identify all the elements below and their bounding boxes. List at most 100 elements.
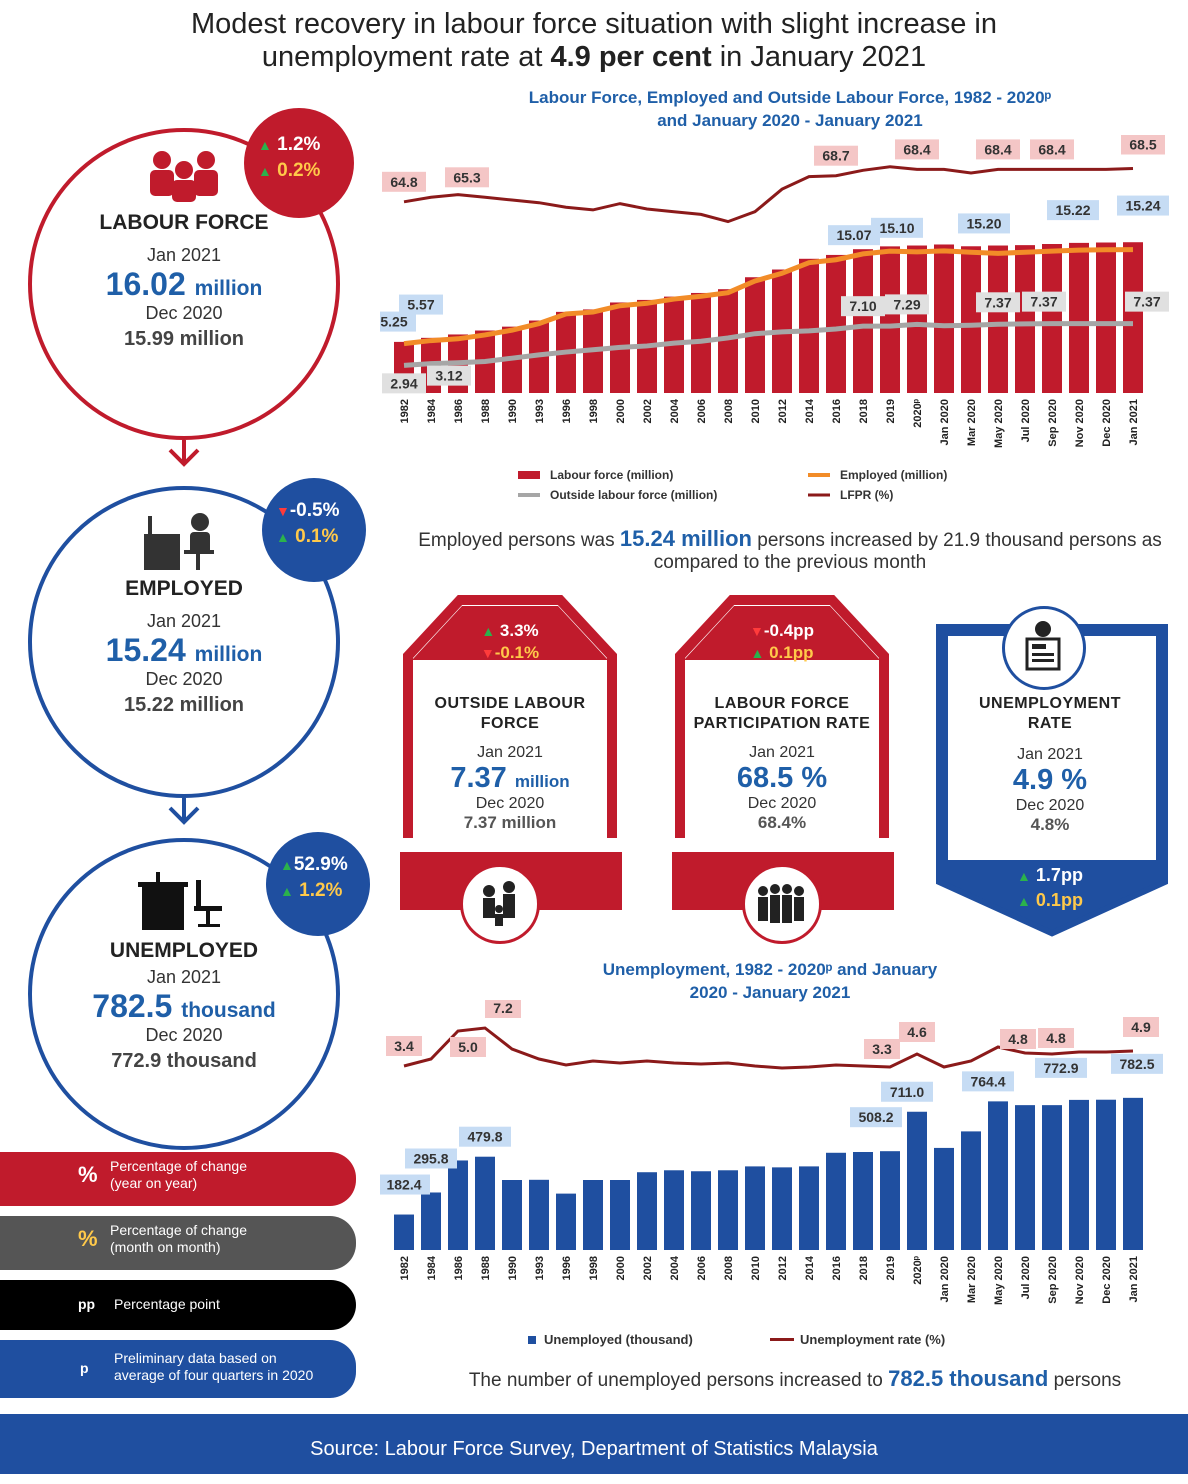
legend-swatch <box>770 1338 794 1341</box>
labour-force-bar <box>1042 244 1062 393</box>
x-tick-label: 2019 <box>885 1256 897 1280</box>
data-label-bg <box>405 1148 457 1169</box>
x-tick-label: Dec 2020 <box>1101 399 1113 447</box>
x-tick-label: 1996 <box>561 399 573 423</box>
data-label-bg <box>399 294 443 315</box>
unemployed-change-badge: ▲52.9% ▲ 1.2% <box>266 832 370 936</box>
x-tick-label: Dec 2020 <box>1101 1256 1113 1304</box>
unemployed-bar <box>1123 1097 1143 1250</box>
data-label-bg <box>814 145 858 166</box>
legend-label: Outside labour force (million) <box>550 488 717 502</box>
card-changes: ▲ 3.3% ▼-0.1% <box>408 620 612 666</box>
data-label: 3.4 <box>394 1038 414 1054</box>
data-label: 7.37 <box>1030 294 1057 310</box>
card-period: Jan 2021 <box>749 744 815 761</box>
chart1-title: Labour Force, Employed and Outside Labou… <box>528 88 1052 130</box>
data-label: 711.0 <box>890 1084 924 1100</box>
legend-symbol: % <box>78 1226 98 1251</box>
card-value: 4.9 % <box>1012 764 1088 796</box>
x-tick-label: 2012 <box>777 1256 789 1280</box>
unemployed-bar <box>907 1111 927 1250</box>
data-label: 295.8 <box>413 1150 448 1166</box>
data-label-bg <box>841 296 885 317</box>
unemployed-bar <box>934 1147 954 1250</box>
data-label-bg <box>1022 291 1066 312</box>
labour-force-bar <box>934 244 954 393</box>
x-tick-label: May 2020 <box>993 399 1005 448</box>
data-label-bg <box>850 1107 902 1128</box>
x-tick-label: Sep 2020 <box>1047 399 1059 447</box>
card-name: OUTSIDE LABOUR FORCE <box>434 695 586 732</box>
employed-change-badge: ▼-0.5% ▲ 0.1% <box>262 478 366 582</box>
data-label-bg <box>1123 1017 1159 1037</box>
data-label: 5.25 <box>380 314 407 330</box>
lfpr-line <box>403 165 1134 224</box>
x-tick-label: Nov 2020 <box>1074 399 1086 447</box>
data-label: 68.4 <box>903 141 930 157</box>
data-label: 68.4 <box>984 141 1011 157</box>
yoy-change: 1.2% <box>277 134 321 155</box>
unemployed-sentence: The number of unemployed persons increas… <box>468 1366 1122 1392</box>
data-label: 782.5 <box>1119 1056 1154 1072</box>
data-label-bg <box>380 311 416 332</box>
legend-yoy: % Percentage of change (year on year) <box>0 1152 356 1206</box>
unemployed-bar <box>718 1170 738 1250</box>
labour-force-chart: 1982 1984 1986 1988 1990 1993 1996 1998 2000 2002… <box>380 135 1169 502</box>
arrow-up-icon: ▲ <box>258 137 272 153</box>
indicator-period: Jan 2021 <box>146 967 222 987</box>
data-label: 182.4 <box>386 1177 421 1193</box>
yoy-change: 3.3% <box>499 621 539 640</box>
legend-text: Percentage point <box>114 1296 220 1312</box>
x-tick-label: 2010 <box>750 399 762 423</box>
arrow-down-icon: ▼ <box>750 623 764 639</box>
unemployed-bar <box>1042 1105 1062 1250</box>
labour-force-bar <box>1015 245 1035 393</box>
mom-change: 0.1pp <box>1035 890 1083 910</box>
arrow-up-icon: ▲ <box>258 163 272 179</box>
indicator-value: 782.5 thousand <box>92 988 276 1024</box>
x-tick-label: 1990 <box>507 399 519 423</box>
x-tick-label: Jan 2020 <box>939 399 951 445</box>
x-tick-label: May 2020 <box>993 1256 1005 1305</box>
family-icon <box>460 864 540 944</box>
x-tick-label: 1988 <box>480 1256 492 1280</box>
unemployed-bar <box>610 1180 630 1250</box>
data-label: 64.8 <box>390 174 417 190</box>
indicator-period: Jan 2021 <box>146 245 222 265</box>
unemployed-bar <box>961 1131 981 1250</box>
unemployed-bar <box>826 1152 846 1250</box>
unemployed-bar <box>556 1193 576 1250</box>
arrow-up-icon: ▲ <box>276 529 290 545</box>
x-tick-label: 2018 <box>858 399 870 423</box>
x-tick-label: 2000 <box>615 1256 627 1280</box>
unemployment-rate-line <box>403 1026 1134 1070</box>
legend-symbol: p <box>80 1360 89 1376</box>
card-changes: ▲ 1.7pp ▲ 0.1pp <box>950 863 1150 913</box>
arrow-up-icon: ▲ <box>750 645 765 661</box>
x-tick-label: 1986 <box>453 399 465 423</box>
data-label: 4.8 <box>1008 1031 1028 1047</box>
data-label: 7.2 <box>493 1000 513 1016</box>
indicator-prev-value: 772.9 thousand <box>111 1050 257 1072</box>
x-tick-label: Nov 2020 <box>1074 1256 1086 1304</box>
crowd-icon <box>742 864 822 944</box>
data-label: 508.2 <box>858 1109 893 1125</box>
card-prev-period: Dec 2020 <box>747 795 817 812</box>
x-tick-label: 1982 <box>399 399 411 423</box>
x-tick-label: Mar 2020 <box>966 1256 978 1303</box>
x-tick-label: 2006 <box>696 1256 708 1280</box>
indicator-name: LABOUR FORCE <box>99 211 269 234</box>
data-label-bg <box>1121 135 1165 155</box>
data-label-bg <box>958 213 1010 234</box>
data-label-bg <box>1000 1029 1036 1049</box>
yoy-change: -0.4pp <box>763 621 814 640</box>
labour-force-bar <box>1069 242 1089 393</box>
outside-labour-force-line <box>403 321 1133 368</box>
data-label: 5.0 <box>458 1039 478 1055</box>
indicator-prev-period: Dec 2020 <box>145 1025 223 1045</box>
data-label-bg <box>380 1174 430 1195</box>
unemployed-bar <box>583 1180 603 1250</box>
data-label-bg <box>1111 1053 1163 1074</box>
data-label: 7.37 <box>984 294 1011 310</box>
unemployment-rate-card: UNEMPLOYMENT RATE Jan 2021 4.9 % Dec 2020… <box>950 694 1150 913</box>
